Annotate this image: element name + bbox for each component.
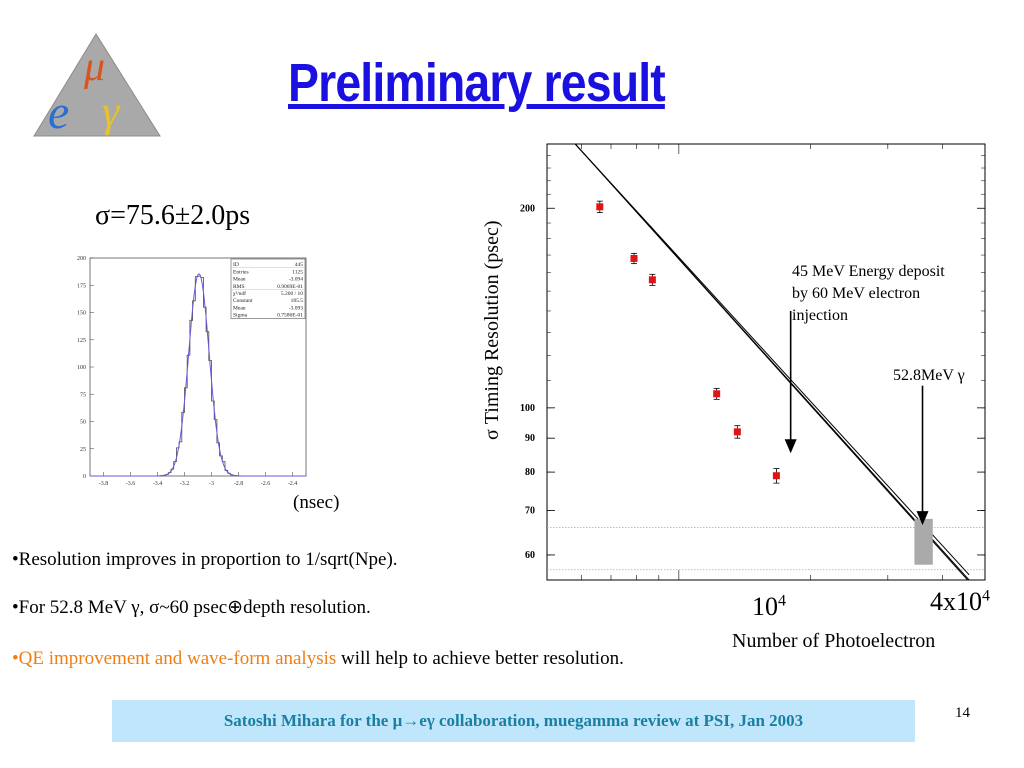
histogram-y-tick-label: 75	[80, 392, 86, 398]
annotation-arrowhead	[916, 511, 929, 526]
logo-gamma: γ	[102, 87, 121, 136]
bullet-qe-improvement: •QE improvement and wave-form analysis w…	[12, 643, 682, 674]
histogram-y-tick-label: 25	[80, 447, 86, 453]
histogram-y-tick-label: 100	[77, 365, 86, 371]
gamma-band	[914, 518, 933, 565]
y-tick-label: 70	[525, 506, 535, 517]
stats-label: RMS	[233, 284, 245, 290]
chart-frame	[546, 143, 986, 581]
page-title: Preliminary result	[288, 53, 666, 113]
stats-value: 445	[295, 262, 304, 268]
stats-value: -3.093	[289, 305, 303, 311]
data-point	[630, 254, 638, 262]
gamma-annotation: 52.8MeV γ	[893, 367, 965, 384]
data-point	[733, 428, 741, 436]
data-point	[772, 472, 780, 480]
logo-triangle	[33, 33, 161, 137]
bullet-text: will help to achieve better resolution.	[336, 648, 624, 669]
bullet-52mev: •For 52.8 MeV γ, σ~60 psec⊕depth resolut…	[12, 597, 371, 618]
x-tick-label: 104	[752, 592, 786, 621]
data-point	[648, 276, 656, 284]
histogram-x-tick-label: -3.8	[99, 481, 109, 487]
histogram-x-tick-label: -2.6	[261, 481, 271, 487]
stats-value: 0.9069E-01	[277, 284, 303, 290]
resolution-chart: 200 100 90 80 70 60	[520, 143, 986, 581]
sigma-result: σ=75.6±2.0ps	[95, 200, 251, 231]
x-tick-label: 4x104	[930, 587, 990, 616]
page-number: 14	[955, 705, 970, 721]
stats-label: Sigma	[233, 313, 248, 319]
stats-value: -3.094	[289, 277, 303, 283]
stats-value: 1125	[292, 269, 303, 275]
fit-line	[574, 144, 970, 576]
stats-label: Constant	[233, 298, 253, 304]
data-point	[596, 203, 604, 211]
stats-label: χ²/ndf	[233, 290, 246, 297]
y-axis-label: σ Timing Resolution (psec)	[481, 220, 503, 441]
logo-mu: μ	[83, 44, 105, 90]
bullet-resolution: •Resolution improves in proportion to 1/…	[12, 549, 398, 570]
histogram-x-tick-label: -3.4	[153, 481, 163, 487]
stats-label: Mean	[233, 277, 246, 283]
y-tick-label: 200	[520, 203, 535, 214]
stats-value: 5.200 / 10	[281, 291, 303, 297]
bullet-highlight: •QE improvement and wave-form analysis	[12, 648, 337, 669]
histogram-x-tick-label: -3.6	[126, 481, 136, 487]
stats-box	[230, 258, 306, 319]
histogram-y-tick-label: 200	[77, 256, 86, 262]
footer-banner: Satoshi Mihara for the μ→eγ collaboratio…	[112, 700, 915, 742]
stats-value: 0.7586E-01	[277, 313, 303, 319]
x-axis-label: Number of Photoelectron	[732, 630, 936, 652]
stats-label: Mean	[233, 305, 246, 311]
stats-label: Entries	[233, 269, 249, 275]
y-tick-label: 90	[525, 433, 535, 444]
histogram-y-tick-label: 125	[77, 338, 86, 344]
histogram-x-tick-label: -2.8	[234, 481, 244, 487]
nsec-label: (nsec)	[293, 492, 340, 513]
stats-value: 185.5	[291, 298, 304, 304]
y-tick-label: 100	[520, 403, 535, 414]
gaussian-fit-curve	[90, 273, 306, 477]
histogram-y-tick-label: 175	[77, 283, 86, 289]
data-point	[713, 390, 721, 398]
logo-e: e	[48, 86, 69, 139]
histogram-y-tick-label: 0	[83, 474, 86, 480]
timing-histogram: 0 25 50 75 100 125 150 175 200 -3.8 -3.6 -3.4 -3.2 -3…	[77, 256, 307, 487]
histogram-x-tick-label: -3	[209, 481, 214, 487]
histogram-x-tick-label: -3.2	[180, 481, 190, 487]
annotation-arrowhead	[784, 439, 797, 454]
mu-e-gamma-logo: μ e γ	[32, 30, 162, 140]
histogram-y-tick-label: 50	[80, 420, 86, 426]
energy-deposit-annotation: 45 MeV Energy deposit by 60 MeV electron…	[792, 263, 945, 324]
y-tick-label: 60	[525, 550, 535, 561]
logo-graphic: μ e γ	[33, 33, 161, 139]
y-tick-label: 80	[525, 467, 535, 478]
histogram-x-tick-label: -2.4	[288, 481, 298, 487]
histogram-y-tick-label: 150	[77, 311, 86, 317]
stats-label: ID	[233, 262, 239, 268]
